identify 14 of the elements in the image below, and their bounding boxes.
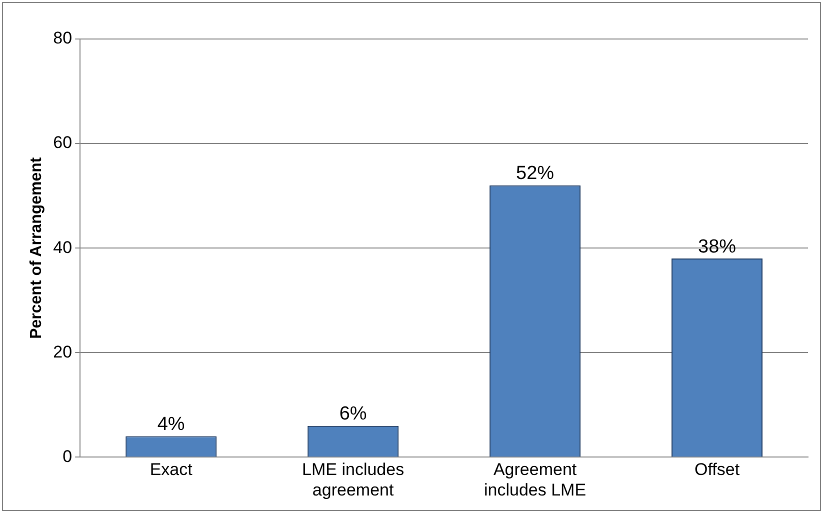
y-tick-label: 20 [53, 342, 72, 362]
y-axis-title: Percent of Arrangement [28, 156, 46, 339]
y-tick-label: 60 [53, 133, 72, 152]
x-tick-label: Offset [694, 460, 740, 480]
x-tick-label: Exact [150, 460, 193, 480]
y-tick-label: 0 [62, 446, 72, 466]
data-label: 6% [339, 404, 367, 425]
data-label: 4% [157, 414, 185, 436]
x-tick-label: LME includes agreement [302, 460, 404, 500]
y-tick-label: 80 [53, 28, 72, 48]
data-label: 38% [698, 236, 736, 258]
y-tick-label: 40 [53, 238, 72, 257]
x-tick-label: Agreement includes LME [484, 460, 586, 500]
data-label: 52% [516, 163, 554, 184]
